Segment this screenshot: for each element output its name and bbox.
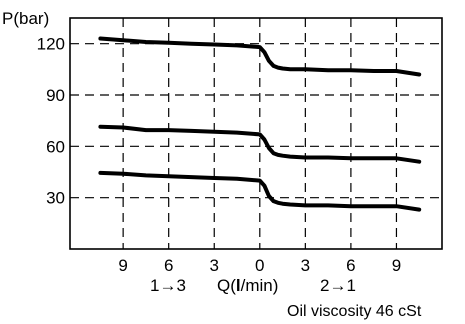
x-tick-label: 6 xyxy=(346,256,355,275)
series-line-3 xyxy=(98,170,422,212)
x-tick-label: 9 xyxy=(392,256,401,275)
x-direction-right: 2→1 xyxy=(320,276,356,295)
viscosity-note: Oil viscosity 46 cSt xyxy=(287,303,422,320)
x-direction-left: 1→3 xyxy=(150,276,186,295)
y-tick-label: 60 xyxy=(46,137,65,156)
x-tick-label: 3 xyxy=(301,256,310,275)
x-tick-label: 0 xyxy=(255,256,264,275)
x-tick-label: 9 xyxy=(118,256,127,275)
x-axis-label: Q(l/min) xyxy=(217,276,278,295)
y-axis-label: P(bar) xyxy=(2,9,49,28)
y-tick-label: 90 xyxy=(46,86,65,105)
grid xyxy=(70,18,442,249)
series-line-1 xyxy=(98,36,422,77)
y-tick-label: 30 xyxy=(46,189,65,208)
x-tick-label: 6 xyxy=(164,256,173,275)
plot-frame xyxy=(69,17,443,250)
y-tick-labels: 30 60 90 120 xyxy=(37,35,65,208)
x-tick-labels: 9 6 3 0 3 6 9 xyxy=(118,256,401,275)
y-tick-label: 120 xyxy=(37,35,65,54)
series-group xyxy=(98,36,422,212)
series-line-2 xyxy=(98,124,422,164)
x-tick-label: 3 xyxy=(210,256,219,275)
